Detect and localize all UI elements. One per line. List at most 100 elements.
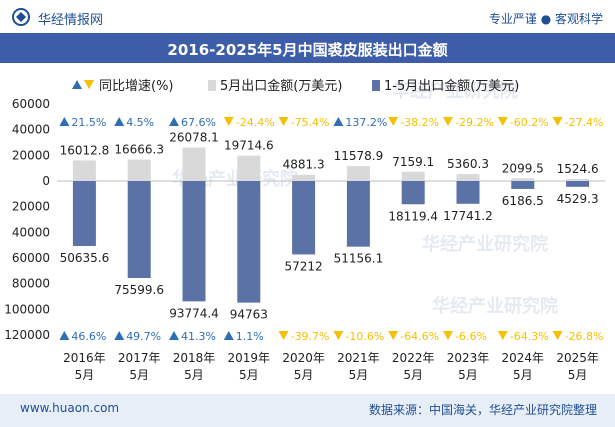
bar-ytd bbox=[401, 181, 425, 205]
y-tick-label: 100000 bbox=[4, 302, 50, 316]
x-tick-label: 2018年 bbox=[173, 351, 216, 365]
x-tick-label: 5月 bbox=[294, 368, 314, 382]
x-tick-label: 5月 bbox=[403, 368, 423, 382]
growth-may-up-arrow bbox=[59, 117, 70, 126]
growth-ytd-label: -64.6% bbox=[400, 330, 439, 343]
legend-label-ytd: 1-5月出口金额(万美元) bbox=[384, 78, 519, 94]
header: 华经情报网 专业严谨 ● 客观科学 bbox=[0, 0, 615, 33]
bar-ytd bbox=[456, 181, 480, 204]
data-label-ytd: 94763 bbox=[230, 308, 268, 322]
data-label-ytd: 51156.1 bbox=[334, 252, 384, 266]
growth-ytd-down-arrow bbox=[443, 331, 453, 340]
y-tick-label: 0 bbox=[42, 174, 50, 188]
bar-may bbox=[237, 155, 261, 181]
data-label-may: 4881.3 bbox=[283, 158, 325, 172]
growth-may-down-arrow bbox=[278, 117, 289, 126]
growth-may-up-arrow bbox=[169, 117, 179, 126]
x-tick-label: 5月 bbox=[184, 368, 204, 382]
watermark: 华经产业研究院 bbox=[392, 80, 518, 102]
growth-ytd-down-arrow bbox=[497, 331, 508, 340]
tagline: 专业严谨 ● 客观科学 bbox=[488, 12, 603, 26]
growth-ytd-down-arrow bbox=[333, 331, 344, 340]
x-tick-label: 5月 bbox=[349, 368, 369, 382]
data-label-may: 5360.3 bbox=[447, 157, 489, 171]
bar-may bbox=[511, 178, 535, 181]
x-tick-label: 5月 bbox=[513, 368, 533, 382]
data-label-may: 1524.6 bbox=[557, 162, 599, 176]
bar-may bbox=[401, 171, 425, 181]
data-label-ytd: 18119.4 bbox=[388, 209, 438, 223]
growth-may-down-arrow bbox=[497, 117, 508, 126]
growth-ytd-label: -10.6% bbox=[345, 330, 384, 343]
data-label-ytd: 93774.4 bbox=[169, 306, 219, 320]
y-tick-label: 60000 bbox=[12, 251, 50, 265]
footer-source: 数据来源：中国海关，华经产业研究院整理 bbox=[368, 403, 597, 417]
data-label-may: 16012.8 bbox=[60, 143, 110, 157]
growth-ytd-label: -6.6% bbox=[455, 330, 487, 343]
data-label-ytd: 57212 bbox=[285, 259, 323, 273]
y-tick-label: 80000 bbox=[12, 277, 50, 291]
data-label-ytd: 17741.2 bbox=[443, 209, 493, 223]
bar-may bbox=[72, 160, 96, 181]
bar-ytd bbox=[292, 181, 316, 255]
growth-ytd-down-arrow bbox=[552, 331, 563, 340]
bar-ytd bbox=[237, 181, 261, 303]
logo-icon bbox=[12, 8, 30, 26]
growth-may-label: -29.2% bbox=[455, 116, 494, 129]
x-tick-label: 2016年 bbox=[63, 351, 106, 365]
legend-up-triangle bbox=[72, 80, 82, 89]
data-label-may: 26078.1 bbox=[169, 131, 219, 145]
growth-ytd-up-arrow bbox=[223, 331, 234, 340]
growth-may-label: 67.6% bbox=[181, 116, 216, 129]
x-tick-label: 5月 bbox=[568, 368, 588, 382]
growth-may-up-arrow bbox=[333, 117, 344, 126]
growth-may-down-arrow bbox=[443, 117, 453, 126]
x-tick-label: 5月 bbox=[239, 368, 259, 382]
growth-may-label: -38.2% bbox=[400, 116, 439, 129]
growth-may-label: -24.4% bbox=[236, 116, 275, 129]
data-label-may: 19714.6 bbox=[224, 139, 274, 153]
bar-may bbox=[127, 159, 151, 181]
y-tick-label: 40000 bbox=[12, 123, 50, 137]
title-bar: 2016-2025年5月中国裘皮服装出口金额 bbox=[0, 33, 615, 63]
x-tick-label: 5月 bbox=[129, 368, 149, 382]
bar-may bbox=[346, 166, 370, 181]
growth-may-down-arrow bbox=[552, 117, 563, 126]
growth-may-label: -75.4% bbox=[291, 116, 330, 129]
data-label-ytd: 6186.5 bbox=[502, 194, 544, 208]
y-tick-label: 120000 bbox=[4, 328, 50, 342]
growth-may-up-arrow bbox=[114, 117, 125, 126]
growth-ytd-label: -39.7% bbox=[291, 330, 330, 343]
footer-site: www.huaon.com bbox=[20, 401, 120, 415]
bar-ytd bbox=[346, 181, 370, 247]
x-tick-label: 2020年 bbox=[282, 351, 325, 365]
watermark: 华经产业研究院 bbox=[422, 233, 548, 255]
growth-may-down-arrow bbox=[388, 117, 399, 126]
growth-may-down-arrow bbox=[223, 117, 234, 126]
y-tick-label: 40000 bbox=[12, 225, 50, 239]
legend-swatch-may bbox=[208, 80, 216, 91]
growth-ytd-label: 1.1% bbox=[236, 330, 264, 343]
growth-ytd-up-arrow bbox=[59, 331, 70, 340]
chart: 华经产业研究院华经产业研究院华经产业研究院华经产业研究院600004000020… bbox=[4, 78, 605, 382]
growth-may-label: -27.4% bbox=[565, 116, 604, 129]
bar-may bbox=[566, 179, 590, 181]
x-tick-label: 2022年 bbox=[392, 351, 435, 365]
x-tick-label: 2021年 bbox=[337, 351, 380, 365]
growth-ytd-down-arrow bbox=[278, 331, 289, 340]
bar-ytd bbox=[72, 181, 96, 246]
legend-label-growth: 同比增速(%) bbox=[99, 79, 174, 94]
watermark: 华经产业研究院 bbox=[432, 295, 558, 317]
data-label-ytd: 50635.6 bbox=[60, 251, 110, 265]
growth-ytd-up-arrow bbox=[114, 331, 125, 340]
legend-swatch-ytd bbox=[372, 80, 380, 91]
growth-may-label: 137.2% bbox=[345, 116, 387, 129]
growth-ytd-label: 49.7% bbox=[126, 330, 161, 343]
bar-ytd bbox=[566, 181, 590, 187]
growth-ytd-down-arrow bbox=[388, 331, 399, 340]
growth-may-label: 21.5% bbox=[71, 116, 106, 129]
data-label-may: 11578.9 bbox=[334, 149, 384, 163]
legend-down-triangle bbox=[84, 80, 94, 89]
bar-ytd bbox=[182, 181, 206, 302]
x-tick-label: 2024年 bbox=[502, 351, 545, 365]
